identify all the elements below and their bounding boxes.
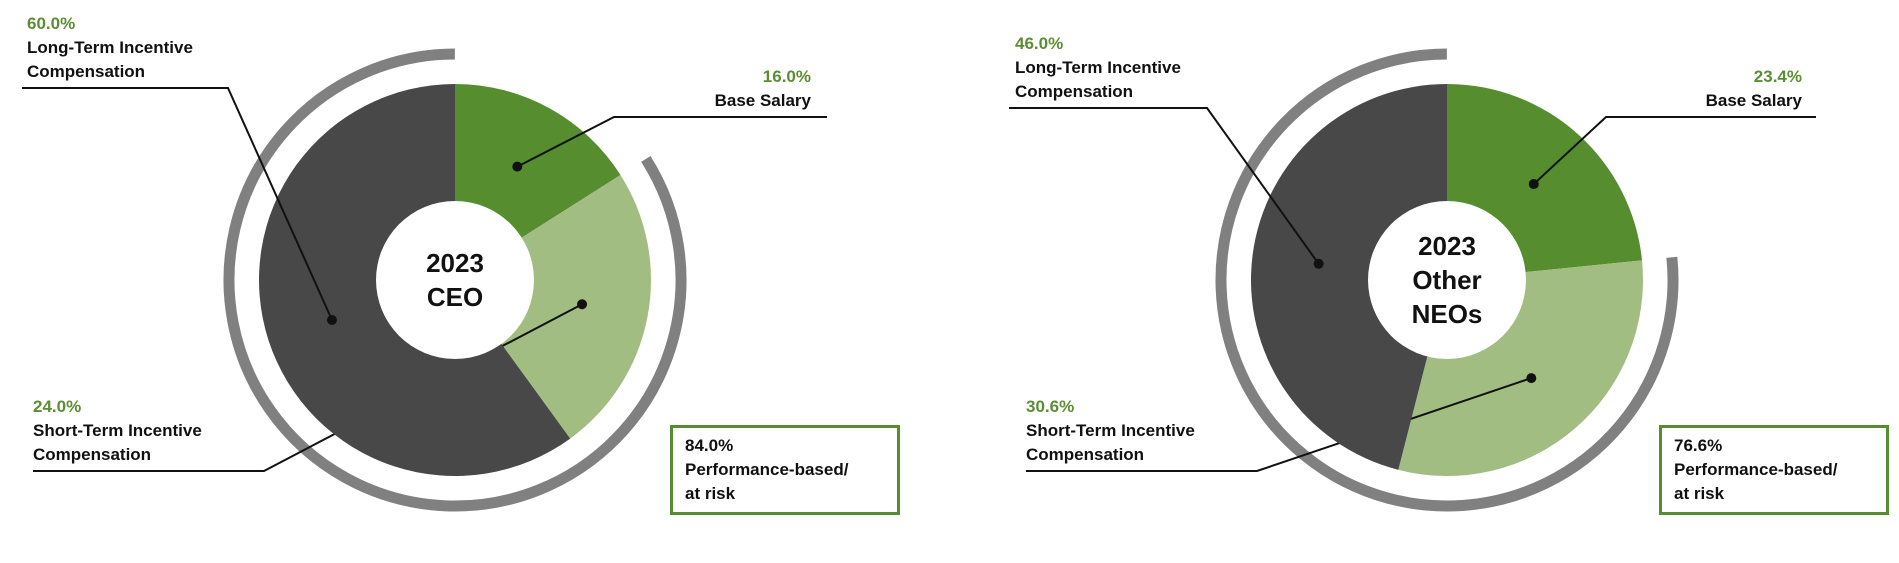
leader-dot [577, 299, 588, 310]
performance-text: Performance-based/ at risk [685, 460, 849, 503]
slice-category: Short-Term Incentive Compensation [33, 421, 202, 464]
slice-value-label: 60.0% [27, 14, 76, 33]
leader-dot [1313, 258, 1324, 269]
slice-label: 30.6% Short-Term Incentive Compensation [1026, 395, 1216, 467]
slice-value-label: 16.0% [762, 67, 811, 86]
slice-label: 23.4% Base Salary [1612, 65, 1802, 113]
leader-line [1533, 116, 1816, 185]
slice-category: Base Salary [1705, 91, 1802, 110]
slice-label: 60.0% Long-Term Incentive Compensation [27, 12, 217, 84]
leader-line [22, 87, 333, 321]
slice-value-label: 23.4% [1753, 67, 1802, 86]
leader-line [516, 116, 827, 168]
donut-hole [376, 201, 534, 359]
slice-category: Long-Term Incentive Compensation [27, 38, 193, 81]
leader-dot [326, 314, 337, 325]
performance-value: 84.0% [685, 436, 734, 455]
center-label: 2023 CEO [426, 248, 484, 312]
performance-text: Performance-based/ at risk [1674, 460, 1838, 503]
performance-box: 76.6% Performance-based/ at risk [1659, 425, 1889, 515]
slice-value-label: 24.0% [33, 397, 82, 416]
performance-box: 84.0% Performance-based/ at risk [670, 425, 900, 515]
leader-dot [1526, 373, 1537, 384]
leader-line [1009, 107, 1320, 265]
slice-value-label: 30.6% [1026, 397, 1075, 416]
pie-slice [455, 174, 651, 439]
leader-dot [1528, 179, 1539, 190]
center-label: 2023 Other NEOs [1411, 231, 1483, 329]
leader-line [1026, 377, 1532, 472]
pie-slice [1251, 84, 1447, 470]
donut-hole [1368, 201, 1526, 359]
performance-arc [1215, 48, 1679, 512]
slice-label: 46.0% Long-Term Incentive Compensation [1015, 32, 1205, 104]
slice-category: Short-Term Incentive Compensation [1026, 421, 1195, 464]
slice-label: 24.0% Short-Term Incentive Compensation [33, 395, 223, 467]
leader-dot [512, 161, 523, 172]
performance-value: 76.6% [1674, 436, 1723, 455]
performance-arc [223, 48, 687, 512]
slice-label: 16.0% Base Salary [621, 65, 811, 113]
slice-category: Base Salary [714, 91, 811, 110]
slice-category: Long-Term Incentive Compensation [1015, 58, 1181, 101]
slice-value-label: 46.0% [1015, 34, 1064, 53]
